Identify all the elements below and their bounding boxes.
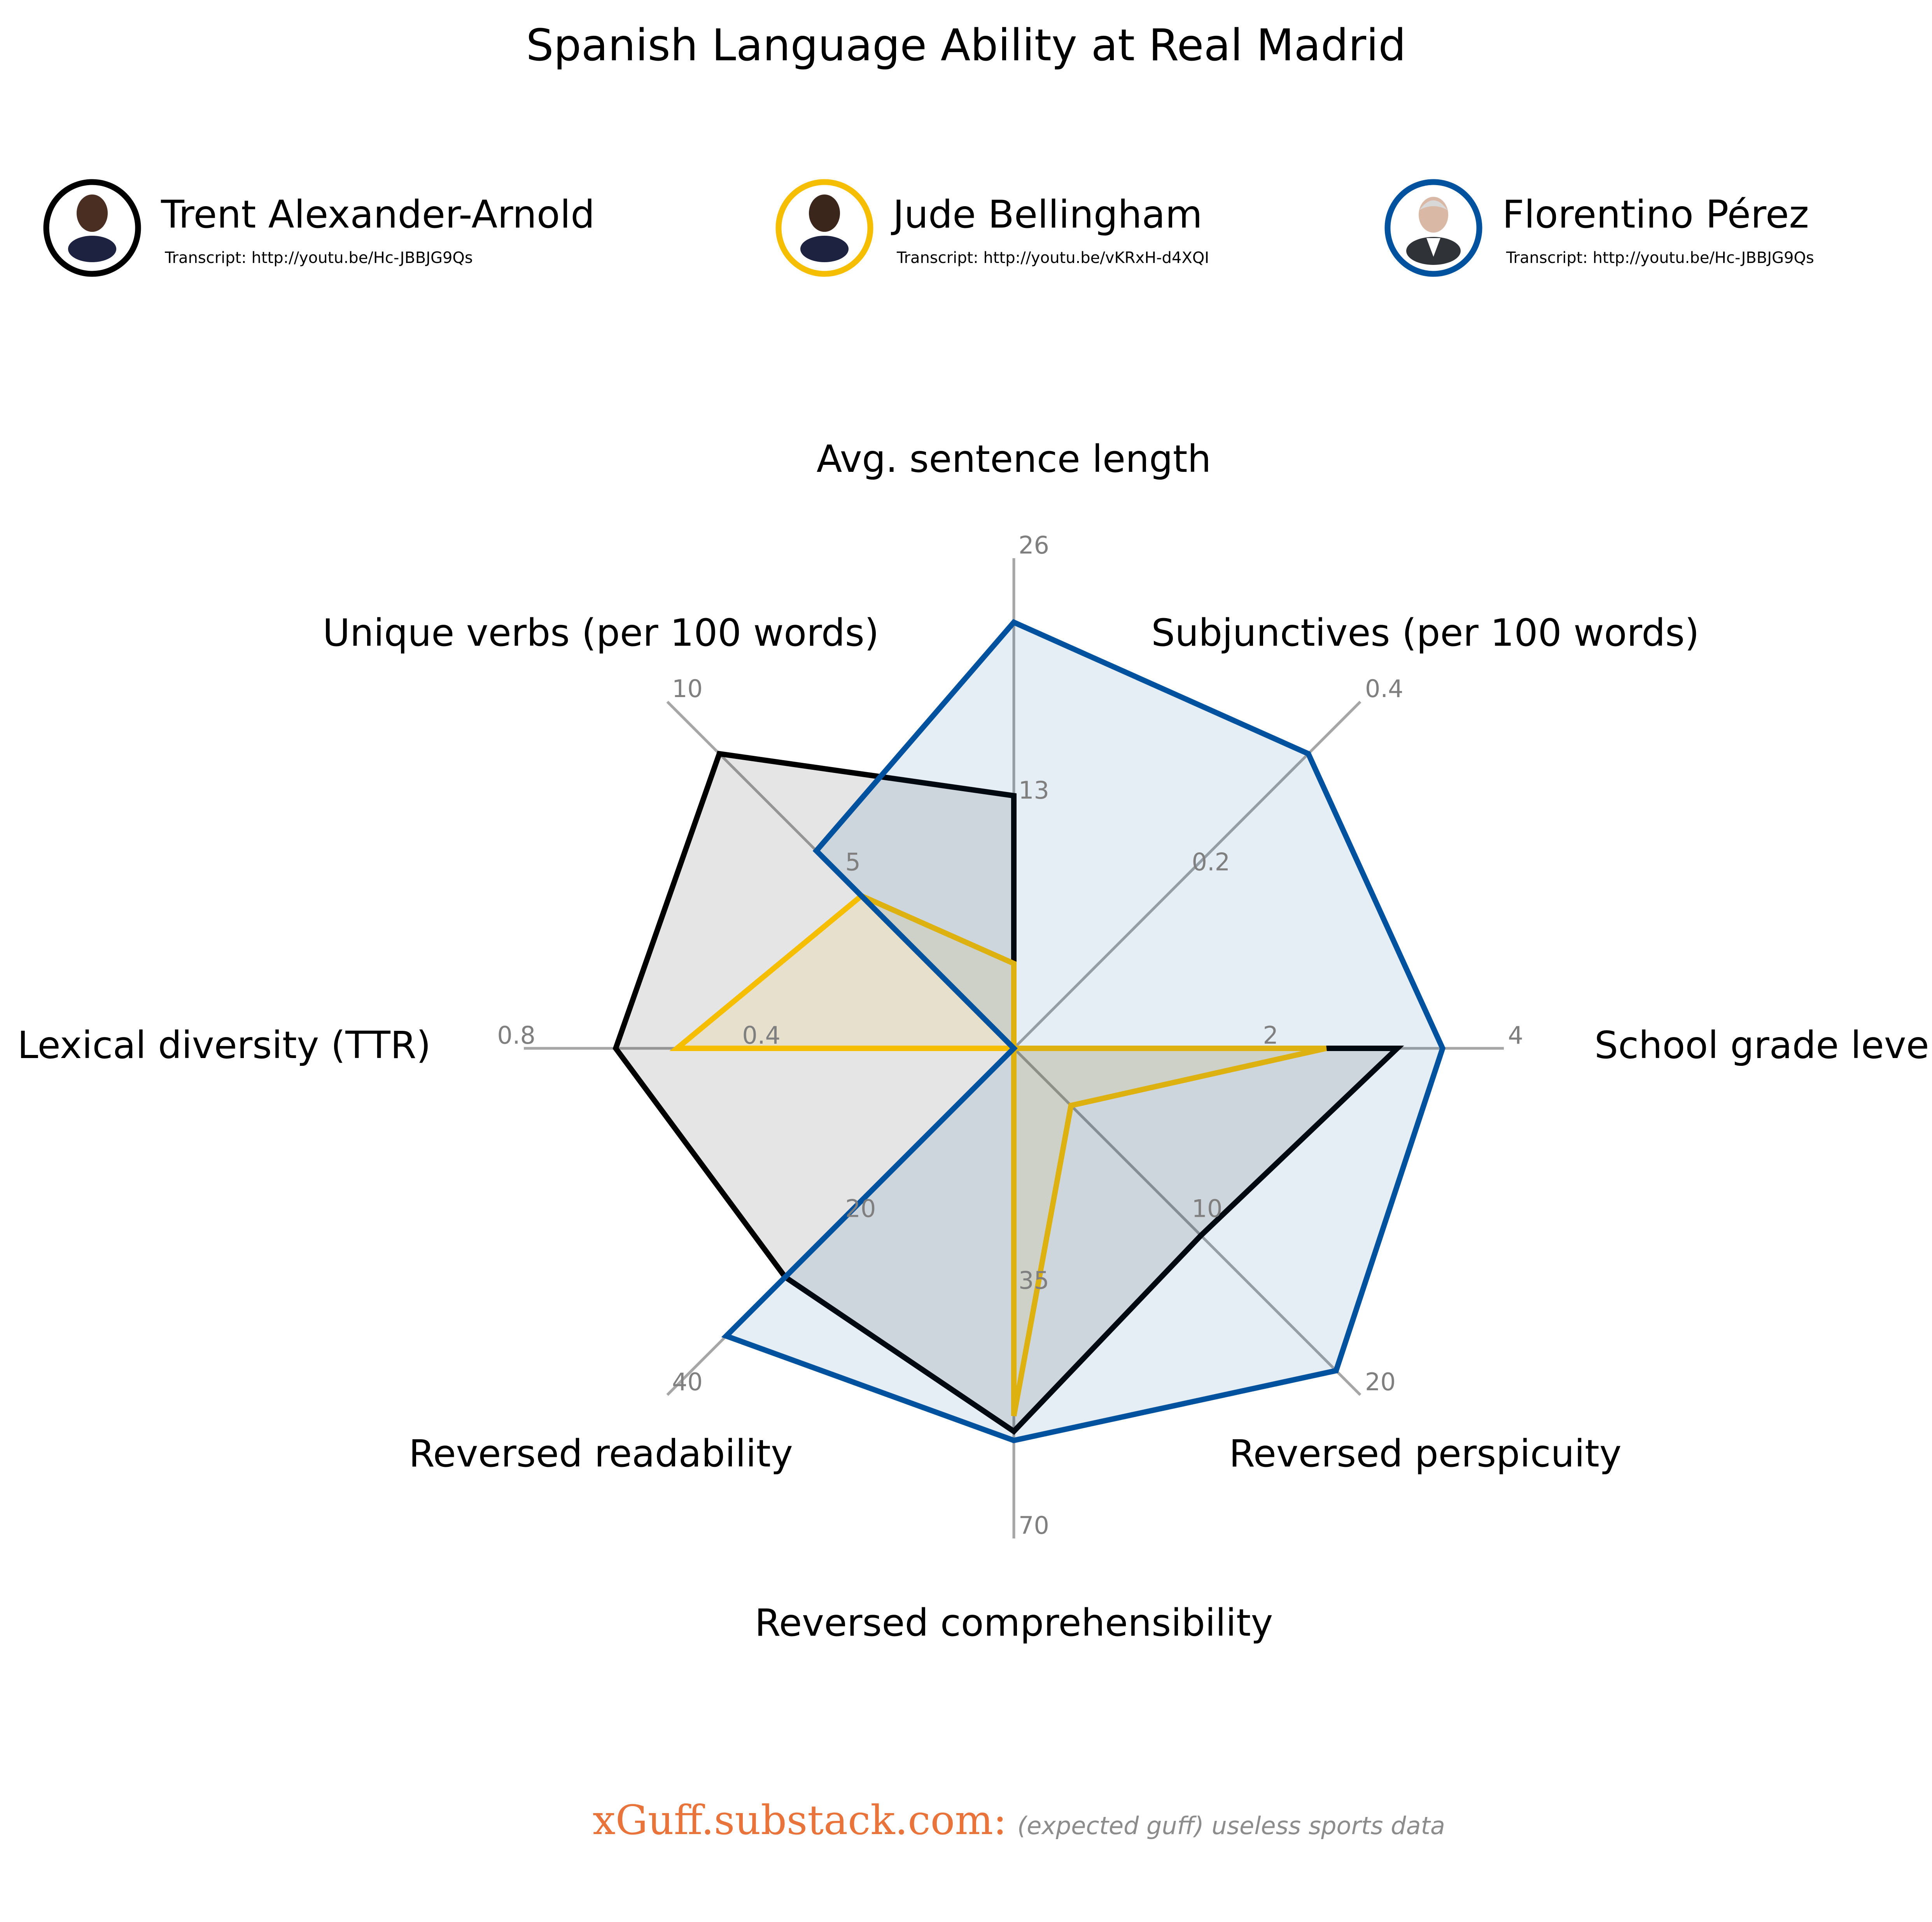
legend-name-florentino: Florentino Pérez: [1502, 193, 1809, 237]
axis-label: Reversed comprehensibility: [755, 1601, 1273, 1645]
footer-tagline: (expected guff) useless sports data: [1017, 1812, 1445, 1840]
tick-label: 5: [845, 848, 861, 876]
tick-label: 35: [1018, 1266, 1049, 1295]
tick-label: 2: [1263, 1021, 1278, 1049]
legend-name-jude: Jude Bellingham: [891, 193, 1202, 237]
axis-label: Unique verbs (per 100 words): [323, 611, 879, 655]
tick-label: 0.2: [1192, 848, 1230, 876]
president-photo-icon: [1406, 197, 1461, 265]
series-polygon: [669, 892, 1327, 1417]
axis-label: Subjunctives (per 100 words): [1151, 611, 1699, 655]
axis-label: Lexical diversity (TTR): [18, 1023, 431, 1067]
legend-entry-florentino: Florentino Pérez Transcript: http://yout…: [1384, 179, 1814, 277]
chart-title: Spanish Language Ability at Real Madrid: [526, 20, 1406, 71]
series-polygon: [721, 619, 1446, 1444]
tick-label: 0.4: [742, 1021, 780, 1049]
axis-label: School grade level: [1594, 1023, 1932, 1067]
radar-tick-labels: 13 26 0.2 0.4 2 4 10 20 35 70 20 40 0.4 0.8 5 10: [497, 531, 1523, 1540]
tick-label: 20: [1365, 1368, 1396, 1396]
legend-entry-trent: Trent Alexander-Arnold Transcript: http:…: [43, 179, 595, 277]
legend-transcript-florentino: Transcript: http://youtu.be/Hc-JBBJG9Qs: [1506, 249, 1814, 267]
tick-label: 20: [845, 1195, 876, 1223]
tick-label: 26: [1018, 531, 1049, 559]
tick-label: 40: [672, 1368, 703, 1396]
tick-label: 0.8: [497, 1021, 536, 1049]
radar-axis-labels: Avg. sentence length Subjunctives (per 10…: [18, 437, 1932, 1645]
tick-label: 4: [1508, 1021, 1523, 1049]
tick-label: 0.4: [1365, 675, 1404, 703]
tick-label: 70: [1018, 1511, 1049, 1540]
radar-series: [612, 619, 1446, 1444]
legend-entry-jude: Jude Bellingham Transcript: http://youtu…: [775, 179, 1209, 277]
axis-label: Reversed readability: [409, 1432, 793, 1475]
player-photo-icon: [68, 194, 116, 262]
tick-label: 13: [1018, 776, 1049, 804]
player-photo-icon: [800, 194, 849, 262]
tick-label: 10: [1192, 1195, 1223, 1223]
footer-site: xGuff.substack.com:: [593, 1796, 1007, 1844]
footer: xGuff.substack.com: (expected guff) usel…: [593, 1796, 1445, 1844]
axis-label: Avg. sentence length: [817, 437, 1211, 481]
legend-name-trent: Trent Alexander-Arnold: [161, 193, 595, 237]
legend-transcript-jude: Transcript: http://youtu.be/vKRxH-d4XQI: [896, 249, 1209, 267]
tick-label: 10: [672, 675, 703, 703]
legend: Trent Alexander-Arnold Transcript: http:…: [43, 179, 1814, 277]
axis-label: Reversed perspicuity: [1229, 1432, 1621, 1475]
radar-spoke: [1013, 701, 1362, 1049]
legend-transcript-trent: Transcript: http://youtu.be/Hc-JBBJG9Qs: [164, 249, 473, 267]
